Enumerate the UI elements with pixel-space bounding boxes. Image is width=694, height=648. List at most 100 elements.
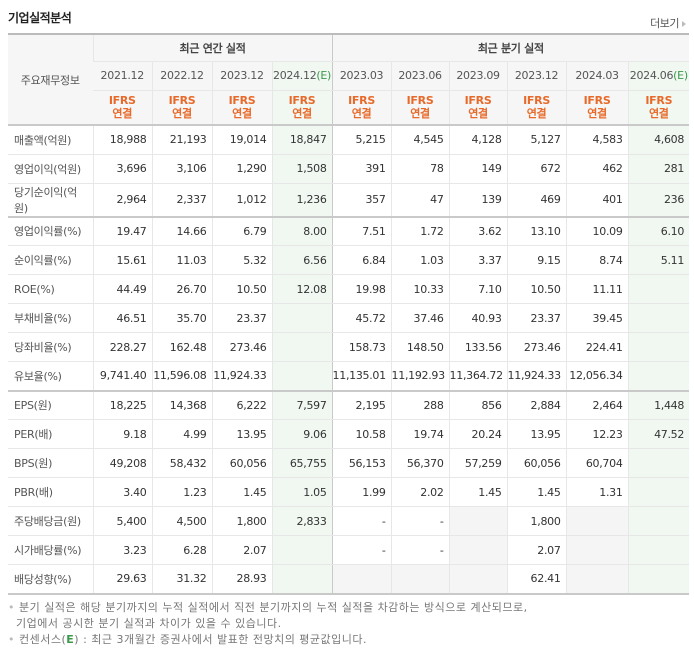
row-label: BPS(원) bbox=[8, 448, 93, 478]
value-cell: 273.46 bbox=[211, 332, 272, 362]
value-cell: 273.46 bbox=[506, 332, 567, 362]
accounting-basis: IFRS 연결 bbox=[627, 90, 690, 126]
value-cell: 6.10 bbox=[627, 215, 690, 246]
value-cell: 4,500 bbox=[151, 506, 212, 536]
value-cell: 46.51 bbox=[92, 303, 152, 333]
table-row: 유보율(%) 9,741.40 11,596.08 11,924.33 11,135.0… bbox=[8, 361, 690, 391]
period-label: 2023.12 bbox=[514, 69, 559, 82]
row-label: 당좌비율(%) bbox=[8, 332, 93, 362]
accounting-basis: IFRS 연결 bbox=[448, 90, 508, 126]
value-cell: 162.48 bbox=[151, 332, 212, 362]
period-header: 2023.09 bbox=[448, 61, 508, 91]
table-row: 순이익률(%) 15.61 11.03 5.32 6.56 6.84 1.03 3.37 9.1… bbox=[8, 245, 690, 275]
value-cell: 4.99 bbox=[151, 419, 212, 449]
value-cell: 7.51 bbox=[331, 215, 392, 246]
accounting-basis: IFRS 연결 bbox=[93, 90, 152, 126]
value-cell: 2.07 bbox=[211, 535, 272, 565]
more-link-label: 더보기 bbox=[650, 17, 679, 30]
value-cell: 391 bbox=[331, 154, 392, 184]
value-cell: 3.23 bbox=[92, 535, 152, 565]
value-cell: 1,012 bbox=[211, 183, 272, 217]
more-link[interactable]: 더보기 bbox=[650, 15, 686, 31]
value-cell: 1.45 bbox=[506, 477, 567, 507]
value-cell: 39.45 bbox=[565, 303, 629, 333]
row-label: 영업이익(억원) bbox=[8, 154, 93, 184]
footnote-2: • 컨센서스(E) : 최근 3개월간 증권사에서 발표한 전망치의 평균값입니다… bbox=[8, 633, 368, 646]
table-row: 시가배당률(%) 3.23 6.28 2.07- -2.07 bbox=[8, 535, 690, 565]
value-cell: 65,755 bbox=[271, 448, 333, 478]
value-cell: 56,370 bbox=[390, 448, 450, 478]
footnote-1: • 분기 실적은 해당 분기까지의 누적 실적에서 직전 분기까지의 누적 실적을… bbox=[8, 601, 528, 614]
value-cell: 21,193 bbox=[151, 124, 212, 155]
table-row: PER(배) 9.18 4.99 13.95 9.06 10.58 19.74 20.24 13… bbox=[8, 419, 690, 449]
value-cell: 1.05 bbox=[271, 477, 333, 507]
value-cell: 13.95 bbox=[211, 419, 272, 449]
row-label: 영업이익률(%) bbox=[8, 215, 93, 246]
value-cell: 5,215 bbox=[331, 124, 392, 155]
period-label: 2023.06 bbox=[398, 69, 442, 82]
value-cell bbox=[627, 303, 690, 333]
value-cell: 3.62 bbox=[448, 215, 508, 246]
value-cell: 6.84 bbox=[331, 245, 392, 275]
value-cell: 9.06 bbox=[271, 419, 333, 449]
period-label: 2024.03 bbox=[575, 69, 619, 82]
value-cell: 2.07 bbox=[506, 535, 567, 565]
value-cell: 1.31 bbox=[565, 477, 629, 507]
value-cell: 11,924.33 bbox=[211, 361, 272, 391]
row-label: PBR(배) bbox=[8, 477, 93, 507]
value-cell bbox=[271, 361, 333, 391]
estimate-marker: (E) bbox=[673, 69, 688, 82]
quarter-group-header: 최근 분기 실적 bbox=[331, 33, 690, 62]
row-label: 유보율(%) bbox=[8, 361, 93, 391]
value-cell bbox=[271, 303, 333, 333]
table-row: 부채비율(%) 46.51 35.70 23.37 45.72 37.46 40.93 23.… bbox=[8, 303, 690, 333]
value-cell: 3.40 bbox=[92, 477, 152, 507]
value-cell: 35.70 bbox=[151, 303, 212, 333]
period-label: 2022.12 bbox=[160, 69, 204, 82]
value-cell: 18,847 bbox=[271, 124, 333, 155]
value-cell bbox=[627, 448, 690, 478]
value-cell: - bbox=[390, 506, 450, 536]
period-label: 2024.06 bbox=[629, 69, 674, 82]
value-cell: 31.32 bbox=[151, 564, 212, 595]
section-title: 기업실적분석 bbox=[8, 11, 72, 25]
footnote-1-cont: 기업에서 공시한 분기 실적과 차이가 있을 수 있습니다. bbox=[16, 617, 282, 630]
table-row: 영업이익률(%) 19.47 14.66 6.79 8.00 7.51 1.72 3.62 13… bbox=[8, 215, 690, 246]
value-cell: 78 bbox=[390, 154, 450, 184]
value-cell: 357 bbox=[331, 183, 392, 217]
value-cell: 19.98 bbox=[331, 274, 392, 304]
value-cell: 6.56 bbox=[271, 245, 333, 275]
value-cell: 1,800 bbox=[211, 506, 272, 536]
value-cell: 856 bbox=[448, 389, 508, 420]
value-cell: 44.49 bbox=[92, 274, 152, 304]
value-cell bbox=[627, 564, 690, 595]
value-cell: 56,153 bbox=[331, 448, 392, 478]
value-cell: 13.10 bbox=[506, 215, 567, 246]
row-label: 부채비율(%) bbox=[8, 303, 93, 333]
value-cell: 2,464 bbox=[565, 389, 629, 420]
value-cell: 1.45 bbox=[448, 477, 508, 507]
row-label: PER(배) bbox=[8, 419, 93, 449]
value-cell: 23.37 bbox=[211, 303, 272, 333]
period-header: 2023.12 bbox=[506, 61, 567, 91]
value-cell: 60,056 bbox=[506, 448, 567, 478]
row-label: ROE(%) bbox=[8, 274, 93, 304]
period-label: 2021.12 bbox=[100, 69, 145, 82]
value-cell: 9.15 bbox=[506, 245, 567, 275]
value-cell: 28.93 bbox=[211, 564, 272, 595]
accounting-basis: IFRS 연결 bbox=[390, 90, 450, 126]
value-cell: 8.74 bbox=[565, 245, 629, 275]
value-cell bbox=[627, 506, 690, 536]
value-cell: 26.70 bbox=[151, 274, 212, 304]
value-cell: 1,508 bbox=[271, 154, 333, 184]
value-cell: 148.50 bbox=[390, 332, 450, 362]
value-cell bbox=[448, 535, 508, 565]
table-row: 당좌비율(%) 228.27 162.48 273.46 158.73 148.50 133… bbox=[8, 332, 690, 362]
table-row: 배당성향(%) 29.63 31.32 28.93 62.41 bbox=[8, 564, 690, 595]
value-cell: 3.37 bbox=[448, 245, 508, 275]
value-cell: 3,696 bbox=[92, 154, 152, 184]
annual-group-header: 최근 연간 실적 bbox=[92, 33, 333, 62]
row-label: 당기순이익(억원) bbox=[8, 183, 93, 217]
value-cell bbox=[390, 564, 450, 595]
accounting-basis: IFRS 연결 bbox=[331, 90, 392, 126]
